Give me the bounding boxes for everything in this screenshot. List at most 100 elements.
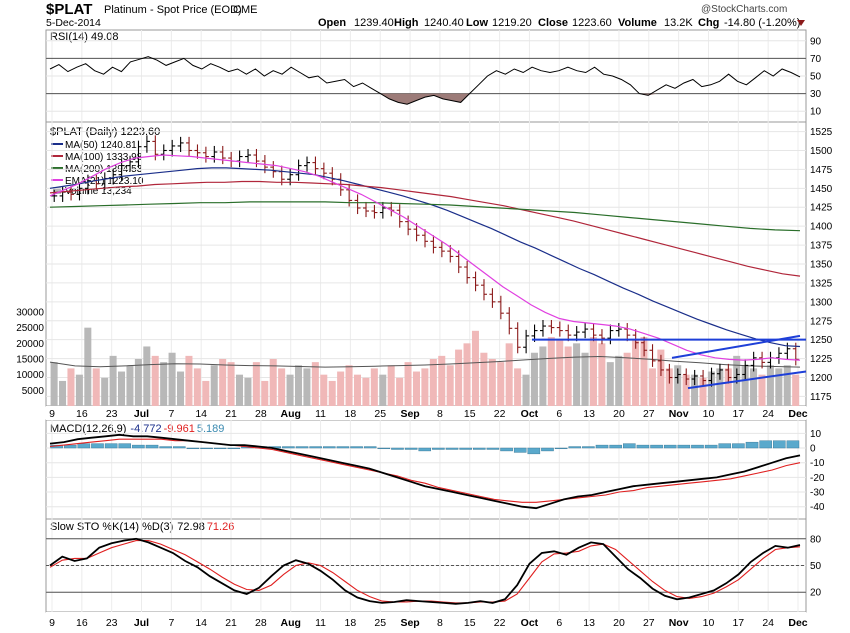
price|1-tick-label: 1500: [810, 146, 833, 157]
macd-histogram-bar: [636, 444, 650, 449]
macd-line: [49, 433, 801, 510]
volume-bar: [438, 355, 446, 406]
price|1-tick-label: 1525: [810, 127, 833, 138]
x-tick-label-bottom: Nov: [669, 617, 689, 629]
x-tick-label-bottom: 17: [732, 617, 744, 629]
date-text: 5-Dec-2014: [46, 17, 101, 29]
macd-histogram-bar: [118, 443, 132, 449]
axis-layer: 9 9 16 16 23 23 Jul Jul 7 7 14 14 21 21 28 28 Aug Aug 11 11…: [16, 36, 832, 629]
volume-bar: [598, 343, 606, 406]
macd-histogram-bar: [677, 444, 691, 449]
ohlc-stats: Open 1239.40 High 1240.40 Low 1219.20 Cl…: [318, 17, 805, 29]
volume-bar: [648, 368, 656, 406]
volume-bar: [421, 368, 429, 406]
volume-bar: [202, 380, 210, 406]
sto-title: Slow STO %K(14) %D(3) 72.98 71.26: [50, 521, 234, 533]
macd|3-tick-label: -30: [810, 488, 825, 499]
macd-histogram-bar: [554, 447, 568, 450]
volume-bar: [294, 365, 303, 406]
volume-bar: [547, 337, 555, 406]
volume-bar: [370, 368, 378, 406]
x-tick-label: 21: [225, 408, 237, 420]
x-tick-label-bottom: 23: [106, 617, 118, 629]
macd-histogram-bar: [541, 447, 554, 452]
volume-tick-label: 5000: [22, 386, 45, 397]
volume-label: Volume: [618, 17, 657, 29]
close-value: 1223.60: [572, 17, 612, 29]
price|1-tick-label: 1475: [810, 165, 833, 176]
macd-histogram-bar: [363, 446, 377, 449]
macd|3-tick-label: 0: [810, 444, 816, 455]
volume-bar: [143, 346, 151, 406]
volume-bar: [480, 352, 488, 406]
volume-bar: [724, 368, 732, 406]
macd-histogram-bar: [704, 444, 718, 449]
volume-bar: [261, 380, 269, 406]
volume-bar: [269, 359, 277, 406]
volume-bar: [177, 371, 185, 406]
subtitle-text: - Spot Price (EOD): [150, 4, 242, 16]
volume-bar: [665, 368, 673, 406]
x-tick-label: Oct: [521, 408, 539, 420]
volume-bar: [741, 365, 749, 406]
macd-histogram-bar: [391, 447, 404, 450]
volume-bar: [328, 380, 336, 406]
x-tick-label: 6: [556, 408, 562, 420]
macd-histogram-bar: [459, 447, 472, 450]
x-tick-label-bottom: 13: [583, 617, 595, 629]
macd-histogram-bar: [282, 446, 295, 449]
macd-histogram-bar: [295, 446, 309, 449]
macd-histogram-bar: [527, 447, 541, 455]
volume-bar: [353, 374, 361, 406]
volume-bar: [691, 374, 699, 406]
macd-histogram-bar: [350, 446, 363, 449]
macd-histogram-bar: [486, 447, 500, 450]
volume-bar: [463, 343, 471, 406]
volume-bar: [303, 368, 311, 406]
macd-histogram-bar: [91, 443, 104, 449]
open-value: 1239.40: [354, 17, 394, 29]
macd-histogram-bar: [377, 447, 391, 450]
macd-histogram-bar: [186, 447, 200, 450]
rsi|0-tick-label: 10: [810, 107, 822, 118]
volume-bar: [640, 337, 648, 406]
volume-bar: [235, 374, 244, 406]
down-arrow-icon: [797, 20, 805, 26]
price|1-tick-label: 1225: [810, 354, 833, 365]
channel-upper-trendline: [671, 334, 801, 359]
volume-bar: [716, 368, 724, 406]
x-tick-label: 22: [494, 408, 506, 420]
stochastic|4-tick-label: 80: [810, 534, 822, 545]
volume-bar: [766, 365, 774, 406]
x-tick-label-bottom: 7: [168, 617, 174, 629]
macd-histogram-bar: [513, 447, 527, 453]
x-tick-label: Dec: [788, 408, 807, 420]
watermark-text: @StockCharts.com: [701, 4, 787, 15]
volume-bar: [539, 346, 547, 406]
volume-bar: [126, 365, 134, 406]
macd|3-tick-label: -10: [810, 458, 825, 469]
volume-bar: [50, 362, 58, 406]
x-tick-label: 7: [168, 408, 174, 420]
ma50-line: [49, 167, 801, 348]
x-tick-label-bottom: 6: [556, 617, 562, 629]
macd|3-tick-label: -40: [810, 502, 825, 513]
x-tick-label-bottom: 16: [76, 617, 88, 629]
volume-bar: [118, 371, 126, 406]
macd-histogram-bar: [786, 440, 800, 449]
volume-tick-label: 25000: [16, 323, 44, 334]
x-axis-strip-top: [46, 406, 806, 420]
rsi|0-tick-label: 70: [810, 54, 822, 65]
price|1-tick-label: 1175: [810, 392, 832, 403]
x-tick-label-bottom: 9: [49, 617, 55, 629]
volume-tick-label: 20000: [16, 339, 44, 350]
x-tick-label: 15: [464, 408, 476, 420]
volume-bar: [455, 349, 463, 406]
macd-histogram-bar: [582, 446, 595, 449]
volume-bar: [210, 365, 218, 406]
volume-tick-label: 30000: [16, 308, 44, 319]
volume-bar: [556, 340, 564, 406]
volume-bar: [488, 359, 496, 406]
volume-bar: [615, 355, 623, 406]
x-tick-label-bottom: 28: [255, 617, 267, 629]
